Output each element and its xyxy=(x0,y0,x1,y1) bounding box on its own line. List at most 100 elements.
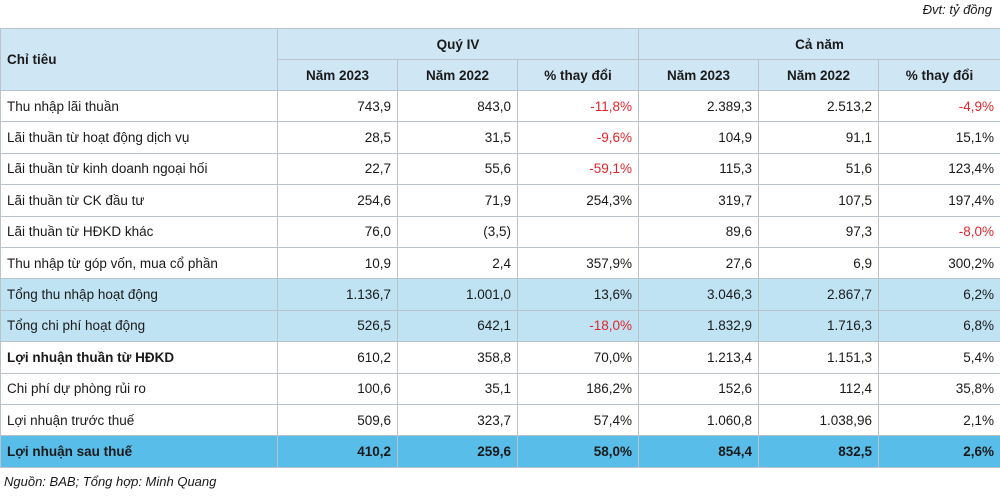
table-body: Thu nhập lãi thuần 743,9 843,0 -11,8% 2.389,… xyxy=(0,89,1000,468)
table-cell: 319,7 xyxy=(638,184,760,217)
table-cell: 610,2 xyxy=(277,341,398,374)
table-cell: 254,3% xyxy=(516,184,640,217)
row-label: Thu nhập từ góp vốn, mua cổ phần xyxy=(0,246,278,280)
table-row: Lãi thuần từ CK đầu tư 254,6 71,9 254,3% 319… xyxy=(0,184,1000,217)
row-label: Lãi thuần từ kinh doanh ngoại hối xyxy=(0,152,278,186)
table-cell: 76,0 xyxy=(277,215,398,248)
table-row: Lãi thuần từ HĐKD khác 76,0 (3,5) 89,6 97,3-… xyxy=(0,215,1000,248)
table-cell: 1.038,96 xyxy=(758,403,880,437)
table-cell: -11,8% xyxy=(516,89,640,123)
table-cell: 2,6% xyxy=(878,435,1000,468)
row-label: Tổng chi phí hoạt động xyxy=(0,309,278,343)
table-cell: 100,6 xyxy=(277,372,398,405)
table-cell: 1.136,7 xyxy=(277,278,398,311)
table-cell: 2,1% xyxy=(878,403,1000,437)
table-cell: 254,6 xyxy=(277,184,398,217)
table-row: Thu nhập từ góp vốn, mua cổ phần 10,9 2,4 3… xyxy=(0,246,1000,280)
table-row: Lãi thuần từ hoạt động dịch vụ 28,5 31,5 -9… xyxy=(0,121,1000,154)
table-cell: 2.867,7 xyxy=(758,278,880,311)
table-cell: 28,5 xyxy=(277,121,398,154)
table-cell: 6,8% xyxy=(878,309,1000,343)
table-cell: 123,4% xyxy=(878,152,1000,186)
source-note: Nguồn: BAB; Tổng hợp: Minh Quang xyxy=(4,474,217,489)
table-cell: -18,0% xyxy=(516,309,640,343)
table-cell: 186,2% xyxy=(516,372,640,405)
table-cell: 15,1% xyxy=(878,121,1000,154)
table-cell: -4,9% xyxy=(878,89,1000,123)
row-label: Thu nhập lãi thuần xyxy=(0,89,278,123)
table-cell: 13,6% xyxy=(516,278,640,311)
table-cell: -59,1% xyxy=(516,152,640,186)
table-cell: 58,0% xyxy=(516,435,640,468)
row-label: Lợi nhuận trước thuế xyxy=(0,403,278,437)
table-row: Thu nhập lãi thuần 743,9 843,0 -11,8% 2.389,… xyxy=(0,89,1000,123)
header-indicator: Chỉ tiêu xyxy=(0,28,278,91)
header-group-year: Cả năm xyxy=(638,28,1000,60)
table-cell: 97,3 xyxy=(758,215,880,248)
header-q-2023: Năm 2023 xyxy=(277,59,398,91)
row-label: Lãi thuần từ HĐKD khác xyxy=(0,215,278,248)
table-cell: 259,6 xyxy=(397,435,518,468)
table-cell: 357,9% xyxy=(516,246,640,280)
table-cell: (3,5) xyxy=(397,215,518,248)
table-cell: 2.513,2 xyxy=(758,89,880,123)
table-cell: 1.213,4 xyxy=(638,341,760,374)
table-cell: 1.716,3 xyxy=(758,309,880,343)
table-row: Lợi nhuận trước thuế 509,6 323,7 57,4% 1.060… xyxy=(0,403,1000,437)
table-cell: 35,1 xyxy=(397,372,518,405)
table-cell: 1.060,8 xyxy=(638,403,760,437)
table-cell: 1.151,3 xyxy=(758,341,880,374)
table-cell: 832,5 xyxy=(758,435,880,468)
table-cell: 152,6 xyxy=(638,372,760,405)
table-cell: 197,4% xyxy=(878,184,1000,217)
table-cell: 642,1 xyxy=(397,309,518,343)
header-group-quarter: Quý IV xyxy=(276,28,640,60)
table-cell: 55,6 xyxy=(397,152,518,186)
table-cell: -9,6% xyxy=(516,121,640,154)
row-label: Lãi thuần từ CK đầu tư xyxy=(0,184,278,217)
unit-note: Đvt: tỷ đồng xyxy=(922,2,992,17)
table-cell: 57,4% xyxy=(516,403,640,437)
row-label: Lợi nhuận thuần từ HĐKD xyxy=(0,341,278,374)
row-label: Tổng thu nhập hoạt động xyxy=(0,278,278,311)
table-cell: 91,1 xyxy=(758,121,880,154)
header-y-2022: Năm 2022 xyxy=(758,59,880,91)
header-q-2022: Năm 2022 xyxy=(397,59,518,91)
table-cell: 115,3 xyxy=(638,152,760,186)
row-label: Lợi nhuận sau thuế xyxy=(0,435,278,468)
table-cell: 358,8 xyxy=(397,341,518,374)
table-header: Chỉ tiêu Quý IV Cả năm Năm 2023 Năm 2022… xyxy=(0,28,1000,91)
row-label: Chi phí dự phòng rủi ro xyxy=(0,372,278,405)
table-cell: 71,9 xyxy=(397,184,518,217)
table-row: Lợi nhuận thuần từ HĐKD 610,2 358,8 70,0% 1.… xyxy=(0,341,1000,374)
row-label: Lãi thuần từ hoạt động dịch vụ xyxy=(0,121,278,154)
header-y-2023: Năm 2023 xyxy=(638,59,760,91)
table-cell: 51,6 xyxy=(758,152,880,186)
table-cell: 6,2% xyxy=(878,278,1000,311)
table-cell: 107,5 xyxy=(758,184,880,217)
table-row: Tổng chi phí hoạt động 526,5 642,1 -18,0% 1.… xyxy=(0,309,1000,343)
table-cell: 10,9 xyxy=(277,246,398,280)
header-y-change: % thay đổi xyxy=(878,59,1000,91)
table-cell: 410,2 xyxy=(277,435,398,468)
table-cell: 22,7 xyxy=(277,152,398,186)
table-cell: 2.389,3 xyxy=(638,89,760,123)
table-cell: 5,4% xyxy=(878,341,1000,374)
table-cell: 2,4 xyxy=(397,246,518,280)
table-cell: 1.001,0 xyxy=(397,278,518,311)
table-cell: 323,7 xyxy=(397,403,518,437)
table-cell: 27,6 xyxy=(638,246,760,280)
table-cell: 843,0 xyxy=(397,89,518,123)
financial-table: Chỉ tiêu Quý IV Cả năm Năm 2023 Năm 2022… xyxy=(0,28,1000,468)
table-cell: 104,9 xyxy=(638,121,760,154)
table-row: Lãi thuần từ kinh doanh ngoại hối 22,7 55,… xyxy=(0,152,1000,186)
table-cell: -8,0% xyxy=(878,215,1000,248)
table-cell: 31,5 xyxy=(397,121,518,154)
table-cell: 509,6 xyxy=(277,403,398,437)
header-q-change: % thay đổi xyxy=(516,59,640,91)
table-cell: 89,6 xyxy=(638,215,760,248)
table-cell: 1.832,9 xyxy=(638,309,760,343)
table-cell: 6,9 xyxy=(758,246,880,280)
table-row: Tổng thu nhập hoạt động 1.136,7 1.001,0 13,… xyxy=(0,278,1000,311)
table-cell: 35,8% xyxy=(878,372,1000,405)
